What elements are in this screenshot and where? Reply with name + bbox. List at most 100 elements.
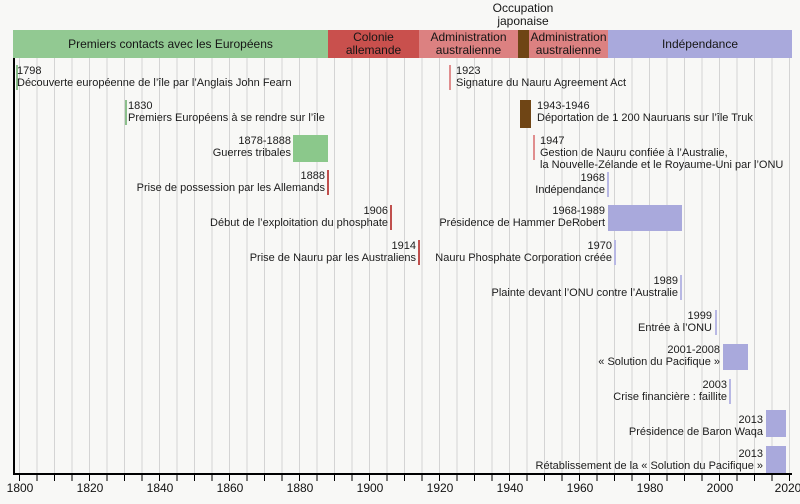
event-description: Présidence de Hammer DeRobert: [439, 216, 605, 229]
event-2013-waqa: 2013 Présidence de Baron Waqa: [628, 414, 763, 439]
event-year: 1914: [391, 240, 416, 252]
marker-2013-waqa: [766, 410, 786, 437]
event-description: Guerres tribales: [212, 146, 291, 159]
event-1906: 1906 Début de l’exploitation du phosphat…: [210, 205, 388, 230]
marker-2001-2008-solution-pacifique: [723, 344, 748, 370]
event-year: 1878-1888: [238, 135, 291, 147]
marker-1970-tick: [614, 240, 616, 265]
event-year: 1830: [128, 100, 153, 112]
event-year: 1923: [456, 65, 481, 77]
event-description: Gestion de Nauru confiée à l’Australie, …: [540, 146, 784, 171]
event-1947: 1947 Gestion de Nauru confiée à l’Austra…: [540, 135, 784, 171]
event-year: 1798: [17, 65, 42, 77]
event-description: Prise de possession par les Allemands: [136, 181, 325, 194]
axis-tick-1900: 1900: [356, 481, 384, 495]
event-year: 1947: [540, 135, 565, 147]
event-description: Signature du Nauru Agreement Act: [456, 76, 626, 89]
axis-tick-1960: 1960: [566, 481, 594, 495]
event-description: Entrée à l’ONU: [638, 321, 712, 334]
event-1968: 1968 Indépendance: [535, 172, 605, 197]
marker-1798-tick: [16, 65, 18, 90]
axis-tick-1980: 1980: [636, 481, 664, 495]
event-1999: 1999 Entrée à l’ONU: [638, 310, 712, 335]
marker-1968-tick: [607, 172, 609, 197]
era-band-premiers-contacts: Premiers contacts avec les Européens: [13, 30, 328, 58]
gridlines: [19, 58, 791, 473]
event-1830: 1830 Premiers Européens à se rendre sur …: [128, 100, 325, 125]
marker-1888-tick: [327, 170, 329, 195]
event-1914: 1914 Prise de Nauru par les Australiens: [249, 240, 416, 265]
era-band-label: Premiers contacts avec les Européens: [68, 36, 273, 51]
event-year: 2001-2008: [667, 344, 720, 356]
marker-1914-tick: [418, 240, 420, 265]
event-1989: 1989 Plainte devant l’ONU contre l’Austr…: [491, 275, 678, 300]
event-year: 1999: [687, 310, 712, 322]
event-1798: 1798 Découverte européenne de l’île par …: [17, 65, 292, 90]
marker-1989-tick: [680, 275, 682, 300]
axis-tick-1820: 1820: [76, 481, 104, 495]
event-description: Rétablissement de la « Solution du Pacif…: [535, 459, 763, 472]
event-2001-2008: 2001-2008 « Solution du Pacifique »: [598, 344, 720, 369]
axis-tick-1860: 1860: [216, 481, 244, 495]
axis-tick-2000: 2000: [706, 481, 734, 495]
marker-1999-tick: [715, 310, 717, 335]
marker-1947-tick: [533, 135, 535, 160]
event-year: 1968-1989: [552, 205, 605, 217]
event-1970: 1970 Nauru Phosphate Corporation créée: [435, 240, 612, 265]
era-band-administration-australienne-2: Administration australienne: [529, 30, 608, 58]
event-1888: 1888 Prise de possession par les Alleman…: [136, 170, 325, 195]
event-year: 1989: [653, 275, 678, 287]
axis-tick-1840: 1840: [146, 481, 174, 495]
event-description: Déportation de 1 200 Nauruans sur l’île …: [537, 111, 753, 124]
event-description: Découverte européenne de l’île par l’Ang…: [17, 76, 292, 89]
event-description: Indépendance: [535, 183, 605, 196]
event-1878-1888: 1878-1888 Guerres tribales: [212, 135, 291, 160]
event-1923: 1923 Signature du Nauru Agreement Act: [456, 65, 626, 90]
event-1943-1946: 1943-1946 Déportation de 1 200 Nauruans …: [537, 100, 753, 125]
event-description: Début de l’exploitation du phosphate: [210, 216, 388, 229]
axis-tick-1800: 1800: [6, 481, 34, 495]
event-description: Plainte devant l’ONU contre l’Australie: [491, 286, 678, 299]
event-year: 1888: [300, 170, 325, 182]
marker-1968-1989-derobert: [608, 205, 682, 231]
marker-1878-1888-guerres-tribales: [293, 135, 328, 162]
marker-2013-retablissement: [766, 446, 786, 473]
era-band-independance: Indépendance: [608, 30, 792, 58]
era-band-occupation-japonaise: [518, 30, 529, 58]
event-year: 2003: [702, 379, 727, 391]
era-band-label: Indépendance: [661, 36, 739, 51]
axis-tick-2020: 2020: [774, 481, 800, 495]
event-1968-1989: 1968-1989 Présidence de Hammer DeRobert: [439, 205, 605, 230]
axis-tick-1920: 1920: [426, 481, 454, 495]
event-year: 2013: [738, 448, 763, 460]
event-2013-retablissement: 2013 Rétablissement de la « Solution du …: [535, 448, 763, 473]
marker-1943-1946-deportation: [520, 100, 531, 128]
era-band-label: Administration australienne: [430, 30, 507, 57]
event-description: Nauru Phosphate Corporation créée: [435, 251, 612, 264]
event-year: 1970: [587, 240, 612, 252]
axis-tick-marks: [19, 475, 791, 481]
era-band-label: Administration australienne: [530, 30, 607, 57]
era-band-label: Colonie allemande: [345, 30, 402, 57]
bottom-axis-line: [13, 473, 792, 475]
event-description: Prise de Nauru par les Australiens: [249, 251, 416, 264]
event-year: 1943-1946: [537, 100, 590, 112]
event-description: « Solution du Pacifique »: [598, 355, 720, 368]
event-2003: 2003 Crise financière : faillite: [613, 379, 727, 404]
marker-2003-tick: [729, 379, 731, 404]
event-year: 1968: [580, 172, 605, 184]
marker-1906-tick: [390, 205, 392, 230]
event-description: Crise financière : faillite: [613, 390, 727, 403]
marker-1923-tick: [449, 65, 451, 90]
event-year: 2013: [738, 414, 763, 426]
era-band-colonie-allemande: Colonie allemande: [328, 30, 419, 58]
event-description: Premiers Européens à se rendre sur l’île: [128, 111, 325, 124]
occupation-japonaise-label: Occupation japonaise: [492, 1, 554, 28]
event-description: Présidence de Baron Waqa: [628, 425, 763, 438]
era-band-administration-australienne-1: Administration australienne: [419, 30, 518, 58]
marker-1830-tick: [125, 100, 127, 125]
event-year: 1906: [363, 205, 388, 217]
axis-tick-1940: 1940: [496, 481, 524, 495]
axis-tick-1880: 1880: [286, 481, 314, 495]
